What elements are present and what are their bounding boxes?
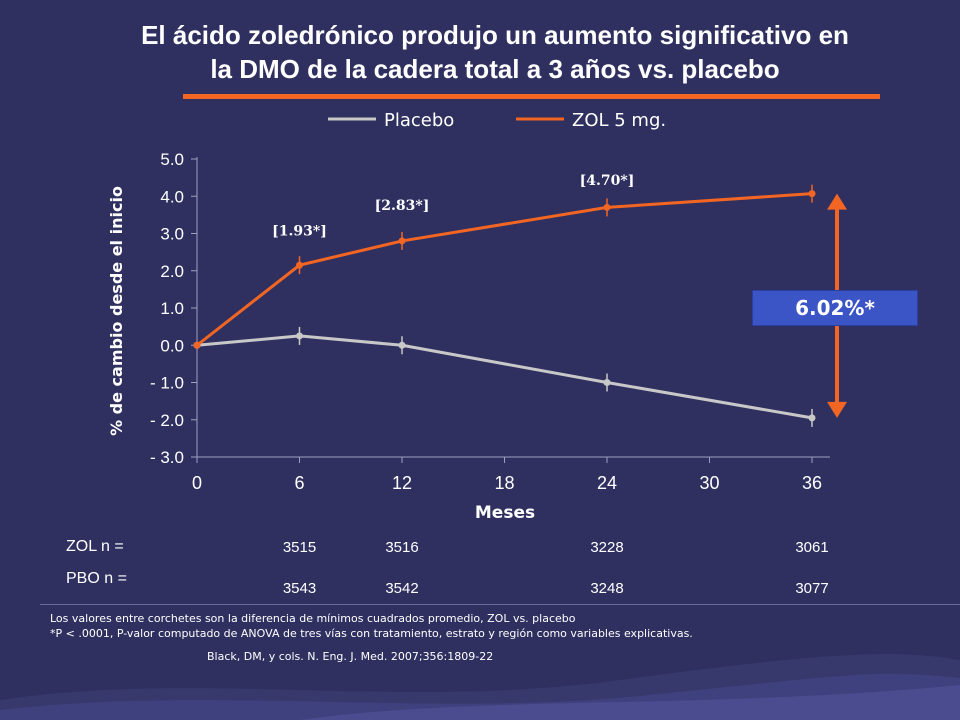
zol-n-value: 3515 [282, 539, 317, 556]
data-point-zol [296, 261, 303, 269]
x-axis-label: Meses [475, 503, 535, 523]
data-point-placebo [296, 332, 303, 340]
difference-annotation: [2.83*] [375, 198, 430, 214]
data-point-placebo [398, 341, 406, 349]
y-tick-label: 4.0 [160, 187, 184, 206]
difference-callout: 6.02%* [752, 290, 918, 326]
footnote-2: *P < .0001, P-valor computado de ANOVA d… [50, 627, 693, 640]
x-tick-label: 18 [494, 473, 514, 493]
citation: Black, DM, y cols. N. Eng. J. Med. 2007;… [207, 650, 494, 663]
y-tick-label: 2.0 [160, 262, 184, 281]
data-point-zol [603, 203, 611, 211]
series-line-placebo [196, 334, 813, 420]
arrow-head-up [827, 193, 847, 210]
data-point-zol [398, 237, 406, 245]
chart-title: El ácido zoledrónico produjo un aumento … [0, 18, 960, 86]
title-underline [183, 94, 880, 99]
footnote-1: Los valores entre corchetes son la difer… [50, 612, 576, 625]
pbo-n-label: PBO n = [66, 570, 127, 587]
x-tick-label: 36 [802, 473, 822, 493]
legend-label-placebo: Placebo [384, 110, 454, 131]
data-point-zol [808, 190, 816, 198]
y-tick-label: 1.0 [160, 299, 184, 318]
pbo-n-value: 3543 [282, 580, 317, 597]
x-tick-label: 6 [294, 473, 304, 493]
difference-annotation: [1.93*] [272, 223, 327, 239]
legend-label-zol: ZOL 5 mg. [572, 110, 666, 131]
x-tick-label: 24 [597, 473, 617, 493]
data-point-zol [193, 341, 201, 349]
x-tick-label: 30 [699, 473, 719, 493]
y-tick-label: - 2.0 [150, 411, 184, 430]
data-point-placebo [808, 414, 816, 422]
arrow-head-down [827, 401, 847, 418]
series-line-zol [196, 192, 813, 347]
y-tick-label: 5.0 [160, 150, 184, 169]
pbo-n-value: 3248 [590, 580, 624, 597]
title-line-2: la DMO de la cadera total a 3 años vs. p… [210, 54, 780, 84]
pbo-n-value: 3077 [795, 580, 829, 597]
y-tick-label: - 1.0 [150, 374, 184, 393]
zol-n-value: 3061 [795, 539, 829, 556]
y-tick-label: 0.0 [160, 336, 184, 355]
zol-n-label: ZOL n = [66, 538, 124, 555]
title-line-1: El ácido zoledrónico produjo un aumento … [141, 20, 849, 50]
decorative-waves [0, 654, 960, 720]
x-tick-label: 0 [192, 473, 202, 493]
data-point-placebo [603, 379, 611, 386]
difference-annotation: [4.70*] [580, 173, 635, 189]
y-tick-label: - 3.0 [150, 448, 184, 467]
zol-n-value: 3516 [385, 539, 419, 556]
x-tick-label: 12 [392, 473, 412, 493]
zol-n-value: 3228 [590, 539, 624, 556]
pbo-n-value: 3542 [385, 580, 419, 597]
y-axis-label: % de cambio desde el inicio [107, 186, 126, 436]
y-tick-label: 3.0 [160, 225, 184, 244]
footnote-divider [40, 604, 960, 605]
